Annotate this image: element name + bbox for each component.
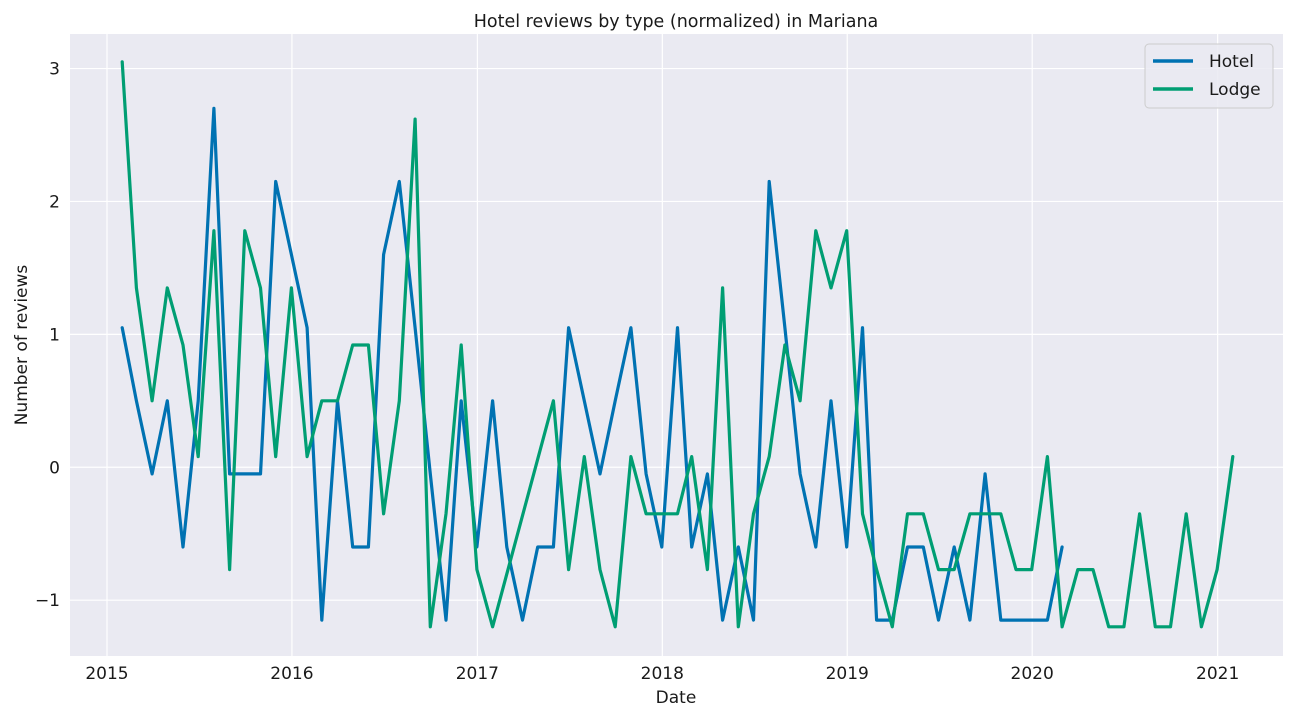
series-layer — [120, 60, 1235, 629]
x-axis-title: Date — [656, 688, 697, 708]
y-tick-label: −1 — [35, 591, 60, 611]
x-tick-label: 2017 — [456, 664, 499, 684]
y-tick-label: 2 — [49, 192, 60, 212]
x-tick-label: 2021 — [1196, 664, 1239, 684]
x-tick-label: 2019 — [826, 664, 869, 684]
y-tick-labels: −1 0 1 2 3 — [35, 60, 60, 612]
x-tick-label: 2018 — [641, 664, 684, 684]
legend-label-lodge: Lodge — [1209, 80, 1261, 100]
x-tick-labels: 2015 2016 2017 2018 2019 2020 2021 — [85, 664, 1239, 684]
y-tick-label: 3 — [49, 60, 60, 80]
x-tick-label: 2016 — [270, 664, 313, 684]
x-tick-label: 2020 — [1011, 664, 1054, 684]
x-tick-label: 2015 — [85, 664, 128, 684]
y-tick-label: 1 — [49, 325, 60, 345]
y-axis-title: Number of reviews — [12, 265, 32, 426]
series-line-hotel — [120, 106, 1064, 622]
series-line-lodge — [120, 60, 1235, 629]
y-tick-label: 0 — [49, 458, 60, 478]
legend: Hotel Lodge — [1144, 43, 1274, 109]
chart-title: Hotel reviews by type (normalized) in Ma… — [474, 12, 879, 32]
legend-label-hotel: Hotel — [1209, 52, 1254, 72]
